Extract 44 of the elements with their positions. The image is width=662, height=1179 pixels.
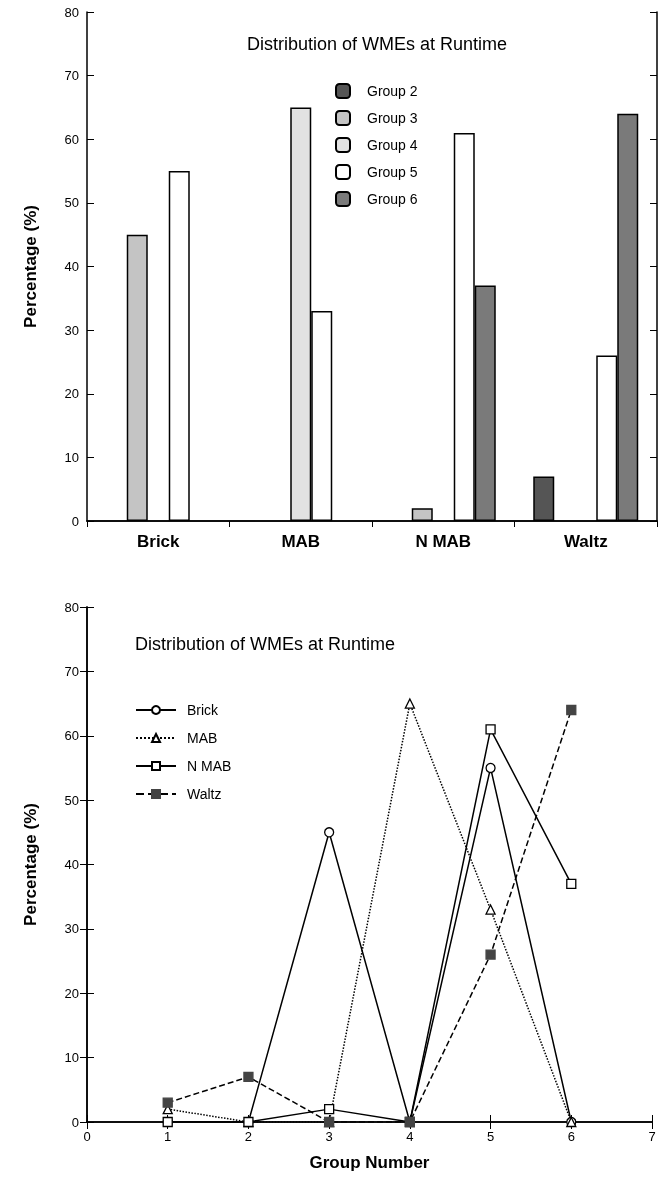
- legend-label: N MAB: [187, 758, 232, 774]
- x-tick-label: 4: [406, 1129, 414, 1144]
- x-tick-label: 6: [567, 1129, 575, 1144]
- y-tick-label: 60: [64, 131, 79, 147]
- y-tick-label: 20: [64, 386, 79, 402]
- y-tick-label: 70: [64, 663, 79, 679]
- y-tick-label: 40: [64, 857, 79, 872]
- legend-label: Group 5: [367, 164, 418, 180]
- y-tick-label: 50: [64, 195, 79, 211]
- y-tick-label: 60: [64, 728, 79, 744]
- text: Distribution of WMEs at Runtime: [135, 634, 396, 654]
- y-tick-label: 40: [64, 259, 79, 274]
- legend-label: Brick: [187, 702, 220, 718]
- y-tick-label: 10: [64, 1050, 79, 1066]
- y-tick-label: 80: [64, 4, 79, 20]
- y-tick-label: 30: [64, 322, 79, 338]
- legend-label: Group 3: [367, 110, 418, 126]
- y-tick-label: 20: [64, 985, 79, 1001]
- y-tick-label: 10: [64, 449, 79, 465]
- legend-label: Group 6: [367, 191, 418, 207]
- x-tick-label: MAB: [281, 532, 321, 551]
- x-axis-title: Group Number: [309, 1153, 430, 1172]
- x-tick-label: 7: [648, 1129, 656, 1144]
- y-tick-label: 0: [71, 513, 79, 529]
- x-tick-label: 2: [244, 1129, 253, 1144]
- y-tick-label: 0: [71, 1114, 79, 1130]
- legend-label: Waltz: [187, 786, 222, 802]
- x-tick-label: 0: [83, 1129, 91, 1144]
- x-tick-label: 5: [486, 1129, 495, 1144]
- legend-label: Group 2: [367, 83, 418, 99]
- legend-label: Group 4: [367, 137, 418, 153]
- y-tick-label: 50: [64, 792, 79, 808]
- x-tick-label: 1: [164, 1129, 172, 1144]
- y-tick-label: 80: [64, 599, 79, 615]
- legend-label: MAB: [187, 730, 218, 746]
- y-axis-title: Percentage (%): [21, 205, 40, 328]
- y-tick-label: 30: [64, 921, 79, 937]
- x-tick-label: N MAB: [415, 532, 472, 551]
- x-tick-label: 3: [325, 1129, 333, 1144]
- x-tick-label: Waltz: [563, 532, 608, 551]
- text: Distribution of WMEs at Runtime: [246, 34, 508, 54]
- y-tick-label: 70: [64, 68, 79, 84]
- y-axis-title: Percentage (%): [21, 803, 40, 926]
- x-tick-label: Brick: [136, 532, 181, 551]
